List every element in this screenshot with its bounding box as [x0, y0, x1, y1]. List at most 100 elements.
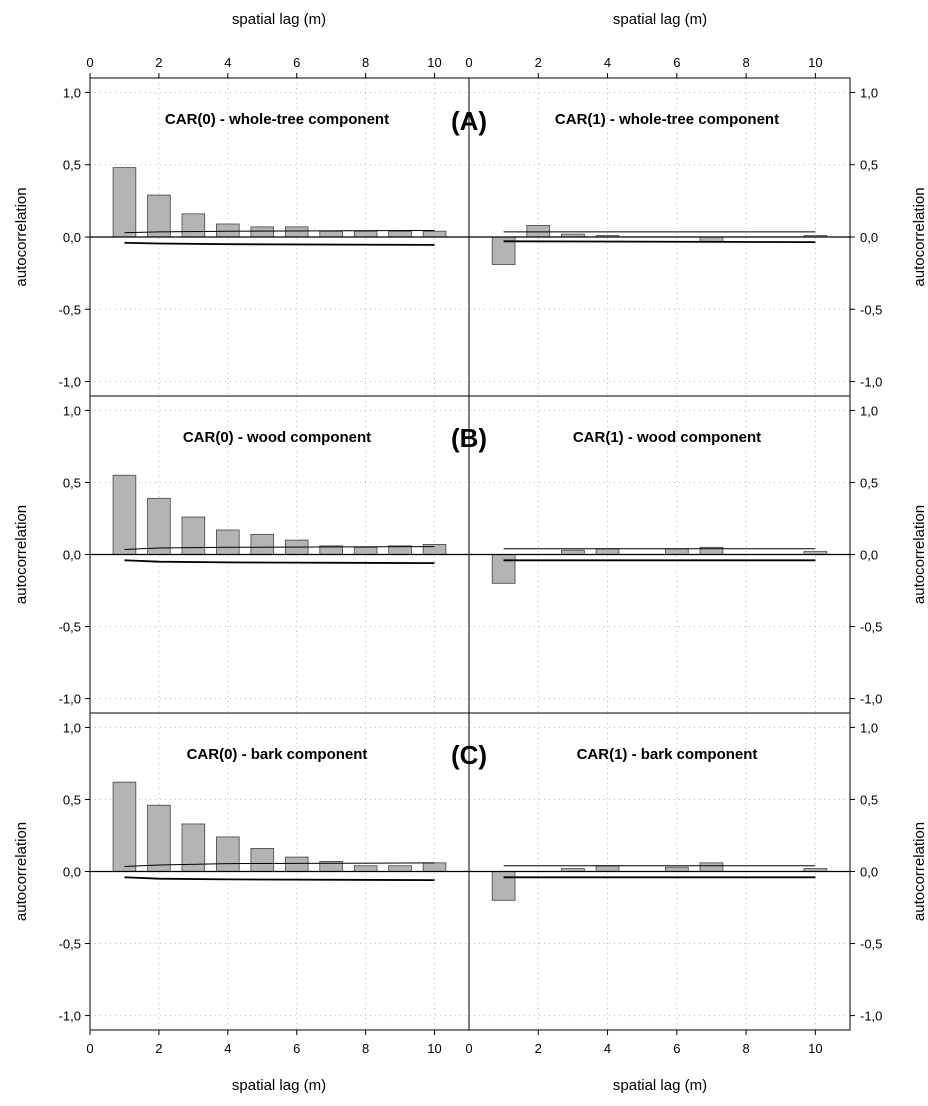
x-tick-label-top: 4	[224, 55, 231, 70]
x-tick-label-top: 8	[742, 55, 749, 70]
bar-lag-1	[113, 782, 136, 871]
panel-title: CAR(1) - bark component	[577, 746, 758, 763]
bar-lag-4	[216, 224, 239, 237]
x-axis-label-top-left: spatial lag (m)	[232, 11, 326, 28]
bar-lag-5	[251, 227, 274, 237]
bar-lag-6	[285, 857, 308, 871]
y-axis-label-left: autocorrelation	[13, 505, 30, 604]
panel-title: CAR(0) - whole-tree component	[165, 111, 389, 128]
bar-lag-2	[148, 805, 171, 871]
bar-lag-1	[492, 872, 515, 901]
bar-lag-8	[354, 866, 377, 872]
x-tick-label-top: 6	[673, 55, 680, 70]
x-tick-label-top: 0	[86, 55, 93, 70]
x-axis-label-bottom-right: spatial lag (m)	[613, 1077, 707, 1094]
bar-lag-7	[700, 863, 723, 872]
x-tick-label-bottom: 0	[465, 1041, 472, 1056]
y-tick-label-right: 1,0	[860, 403, 878, 418]
x-tick-label-bottom: 8	[742, 1041, 749, 1056]
bar-lag-3	[182, 517, 205, 554]
x-axis-label-top-right: spatial lag (m)	[613, 11, 707, 28]
y-tick-label-right: -1,0	[860, 1009, 882, 1024]
y-tick-label-left: 0,5	[63, 158, 81, 173]
y-tick-label-right: 0,5	[860, 475, 878, 490]
y-tick-label-left: -1,0	[59, 375, 81, 390]
bar-lag-8	[354, 231, 377, 237]
y-tick-label-right: -1,0	[860, 375, 882, 390]
x-tick-label-bottom: 2	[535, 1041, 542, 1056]
lower-confidence-line	[125, 877, 435, 880]
y-tick-label-right: 0,5	[860, 158, 878, 173]
upper-confidence-line	[125, 863, 435, 867]
bar-lag-9	[389, 231, 412, 237]
bar-lag-9	[389, 866, 412, 872]
y-axis-label-left: autocorrelation	[13, 822, 30, 921]
y-axis-label-right: autocorrelation	[911, 187, 928, 286]
bar-lag-10	[423, 863, 446, 872]
y-tick-label-left: -0,5	[59, 937, 81, 952]
x-tick-label-bottom: 8	[362, 1041, 369, 1056]
bar-lag-2	[148, 195, 171, 237]
lower-confidence-line	[125, 560, 435, 563]
x-tick-label-bottom: 10	[427, 1041, 441, 1056]
y-tick-label-right: 0,0	[860, 865, 878, 880]
bar-lag-2	[527, 225, 550, 237]
x-tick-label-bottom: 6	[673, 1041, 680, 1056]
bar-lag-3	[561, 550, 584, 554]
x-tick-label-bottom: 4	[224, 1041, 231, 1056]
y-tick-label-left: 1,0	[63, 720, 81, 735]
bar-lag-7	[700, 237, 723, 241]
y-tick-label-left: 0,0	[63, 865, 81, 880]
bar-lag-8	[354, 547, 377, 554]
x-tick-label-top: 6	[293, 55, 300, 70]
y-tick-label-right: 1,0	[860, 85, 878, 100]
y-axis-label-right: autocorrelation	[911, 505, 928, 604]
y-tick-label-left: 0,0	[63, 548, 81, 563]
panel-title: CAR(1) - whole-tree component	[555, 111, 779, 128]
x-tick-label-top: 10	[427, 55, 441, 70]
panel-title: CAR(0) - bark component	[187, 746, 368, 763]
bar-lag-6	[285, 227, 308, 237]
bar-lag-7	[320, 231, 343, 237]
bar-lag-4	[596, 866, 619, 872]
y-tick-label-right: -0,5	[860, 937, 882, 952]
bar-lag-1	[492, 555, 515, 584]
y-tick-label-left: 1,0	[63, 85, 81, 100]
upper-confidence-line	[125, 547, 435, 550]
x-tick-label-top: 0	[465, 55, 472, 70]
x-tick-label-bottom: 6	[293, 1041, 300, 1056]
y-tick-label-left: -0,5	[59, 302, 81, 317]
bar-lag-5	[251, 848, 274, 871]
bar-lag-4	[216, 530, 239, 554]
bar-lag-10	[423, 231, 446, 237]
upper-confidence-line	[125, 231, 435, 233]
x-tick-label-bottom: 4	[604, 1041, 611, 1056]
y-tick-label-right: -1,0	[860, 692, 882, 707]
y-tick-label-right: 0,0	[860, 230, 878, 245]
y-tick-label-left: -1,0	[59, 692, 81, 707]
lower-confidence-line	[504, 241, 816, 242]
y-tick-label-right: 0,5	[860, 792, 878, 807]
y-axis-label-left: autocorrelation	[13, 187, 30, 286]
bar-lag-1	[113, 475, 136, 554]
bar-lag-5	[251, 534, 274, 554]
bar-lag-1	[113, 168, 136, 237]
bar-lag-10	[423, 544, 446, 554]
x-tick-label-top: 8	[362, 55, 369, 70]
y-tick-label-left: -1,0	[59, 1009, 81, 1024]
x-tick-label-bottom: 10	[808, 1041, 822, 1056]
x-tick-label-top: 2	[155, 55, 162, 70]
bar-lag-3	[182, 214, 205, 237]
bar-lag-6	[665, 867, 688, 871]
x-tick-label-top: 10	[808, 55, 822, 70]
x-tick-label-bottom: 2	[155, 1041, 162, 1056]
y-tick-label-left: 0,5	[63, 792, 81, 807]
y-tick-label-right: -0,5	[860, 302, 882, 317]
x-tick-label-bottom: 0	[86, 1041, 93, 1056]
lower-confidence-line	[125, 243, 435, 245]
x-tick-label-top: 4	[604, 55, 611, 70]
bar-lag-4	[596, 549, 619, 555]
y-tick-label-right: 1,0	[860, 720, 878, 735]
